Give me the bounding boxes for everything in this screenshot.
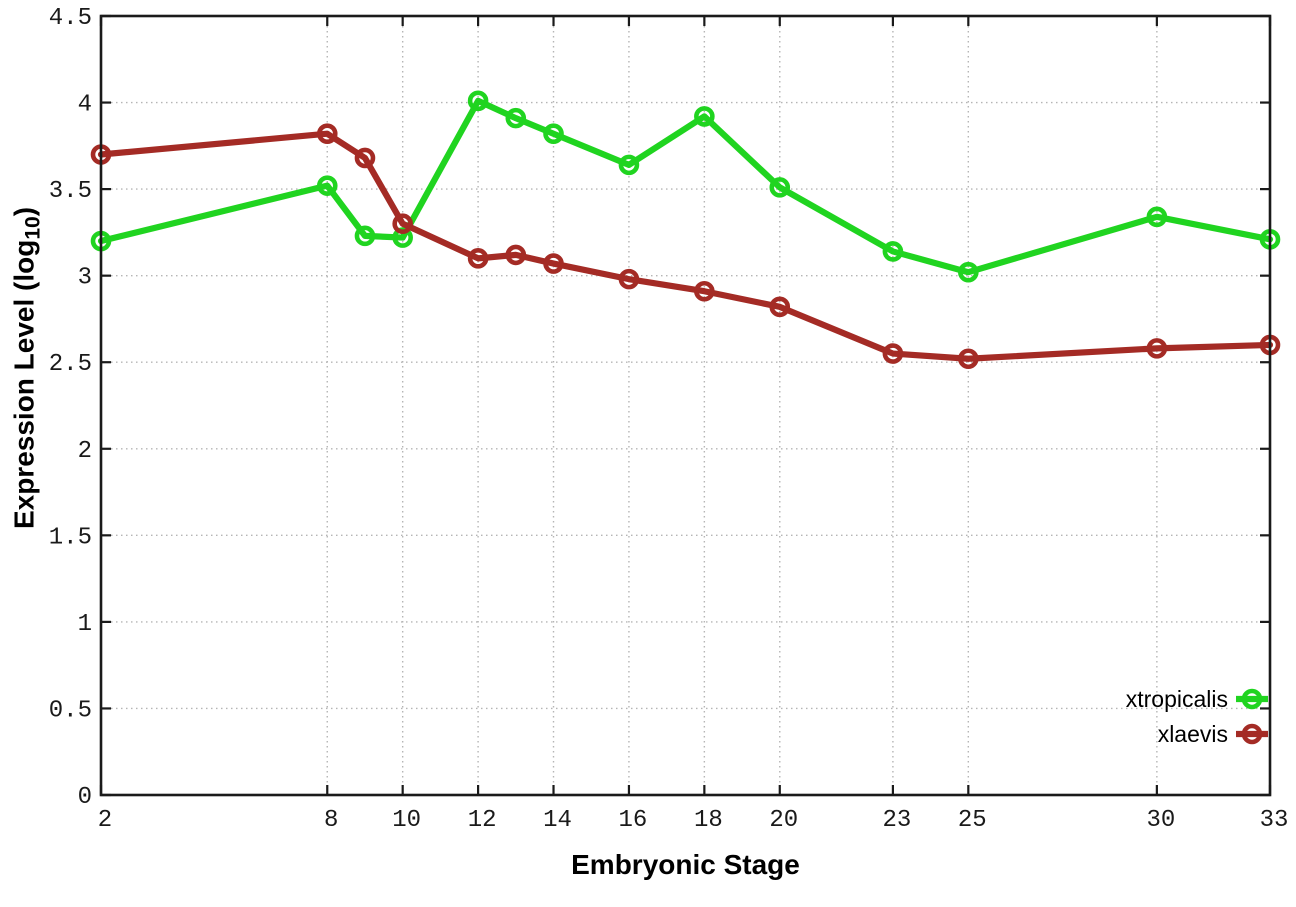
data-point-xlaevis-20 bbox=[769, 296, 791, 318]
data-point-xtropicalis-18 bbox=[694, 106, 715, 127]
y-tick-label: 0 bbox=[78, 784, 92, 811]
data-point-xtropicalis-25 bbox=[958, 261, 979, 283]
y-tick-label: 4.5 bbox=[49, 5, 92, 32]
y-tick-label: 4 bbox=[78, 92, 92, 119]
data-point-xlaevis-25 bbox=[958, 348, 979, 370]
x-tick-label: 12 bbox=[468, 807, 497, 834]
x-tick-label: 20 bbox=[769, 807, 798, 834]
legend-marker-xlaevis bbox=[1241, 723, 1263, 745]
data-point-xlaevis-9 bbox=[354, 147, 376, 169]
y-axis-title-close: ) bbox=[8, 206, 40, 217]
data-point-xlaevis-12 bbox=[467, 248, 489, 269]
data-point-xlaevis-16 bbox=[618, 268, 640, 290]
x-tick-label: 18 bbox=[694, 807, 723, 834]
data-point-xtropicalis-13 bbox=[505, 107, 527, 129]
data-point-xtropicalis-20 bbox=[769, 177, 791, 198]
data-point-xtropicalis-23 bbox=[882, 241, 904, 262]
x-tick-label: 30 bbox=[1146, 807, 1175, 834]
y-axis-title-text: Expression Level (log bbox=[8, 239, 40, 530]
x-tick-label: 16 bbox=[619, 807, 648, 834]
data-point-xlaevis-14 bbox=[543, 253, 564, 274]
y-tick-label: 3.5 bbox=[49, 178, 92, 205]
data-point-xlaevis-18 bbox=[694, 280, 715, 302]
x-tick-label: 23 bbox=[882, 807, 911, 834]
data-point-xtropicalis-8 bbox=[316, 175, 338, 196]
y-tick-label: 1.5 bbox=[49, 524, 92, 551]
series-line-xlaevis bbox=[97, 130, 1274, 362]
data-point-xlaevis-23 bbox=[882, 343, 904, 364]
y-axis-title-subscript: 10 bbox=[21, 216, 45, 240]
data-point-xtropicalis-14 bbox=[543, 123, 564, 145]
data-point-xtropicalis-16 bbox=[618, 154, 640, 176]
data-point-xlaevis-13 bbox=[505, 244, 527, 266]
y-tick-label: 1 bbox=[78, 611, 92, 638]
data-point-xtropicalis-12 bbox=[467, 90, 489, 112]
legend-marker-xtropicalis bbox=[1241, 688, 1263, 710]
x-tick-label: 25 bbox=[958, 807, 987, 834]
data-point-xtropicalis-9 bbox=[354, 225, 376, 247]
data-point-xtropicalis-30 bbox=[1146, 206, 1168, 228]
data-point-xlaevis-30 bbox=[1146, 338, 1168, 359]
y-axis-title: Expression Level (log10) bbox=[9, 207, 46, 529]
legend-label-xtropicalis: xtropicalis bbox=[1126, 686, 1228, 712]
x-axis-title: Embryonic Stage bbox=[571, 849, 800, 880]
legend-label-xlaevis: xlaevis bbox=[1158, 721, 1228, 747]
y-tick-label: 3 bbox=[78, 265, 92, 292]
data-point-xlaevis-10 bbox=[392, 213, 413, 235]
x-tick-label: 2 bbox=[98, 807, 112, 834]
plot-border bbox=[99, 14, 1272, 797]
x-tick-label: 8 bbox=[324, 807, 338, 834]
data-point-xlaevis-8 bbox=[316, 123, 338, 145]
y-tick-label: 2 bbox=[78, 438, 92, 465]
y-tick-label: 2.5 bbox=[49, 351, 92, 378]
x-tick-label: 14 bbox=[543, 807, 572, 834]
y-tick-label: 0.5 bbox=[49, 697, 92, 724]
x-tick-label: 10 bbox=[392, 807, 421, 834]
x-tick-label: 33 bbox=[1260, 807, 1289, 834]
